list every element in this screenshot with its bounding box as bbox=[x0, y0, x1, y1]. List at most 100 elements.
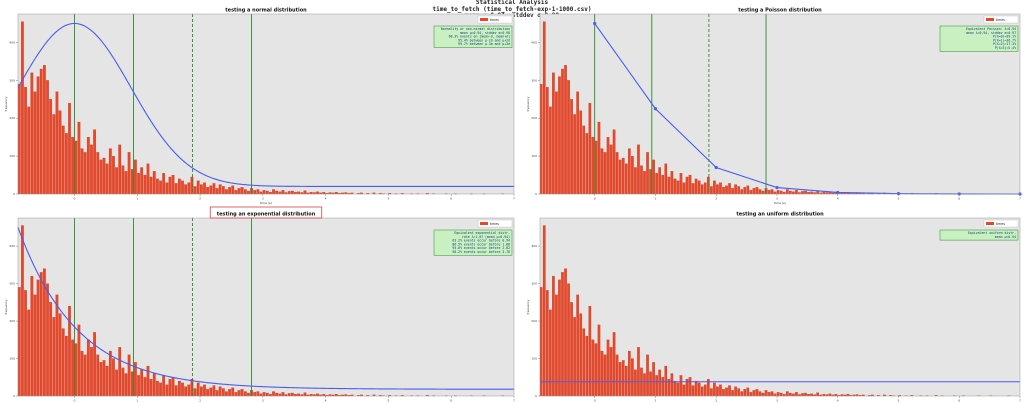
x-axis-label: time (s) bbox=[774, 201, 786, 205]
histogram-bar bbox=[624, 365, 628, 397]
histogram-bar bbox=[112, 156, 115, 195]
fit-stats-frame bbox=[939, 229, 1019, 241]
histogram-bar bbox=[700, 386, 704, 397]
histogram-bar bbox=[694, 380, 698, 397]
histogram-bar bbox=[618, 362, 622, 397]
histogram-bar bbox=[52, 317, 56, 397]
histogram-bar bbox=[181, 382, 184, 397]
histogram-bar bbox=[646, 354, 649, 397]
histogram-bar bbox=[196, 382, 200, 397]
histogram-bar bbox=[670, 373, 674, 397]
histogram-bar bbox=[542, 225, 546, 397]
y-tick-label: 300 bbox=[9, 78, 15, 82]
histogram-bar bbox=[112, 358, 115, 397]
histogram-bar bbox=[240, 187, 244, 195]
histogram-bar bbox=[259, 393, 263, 397]
histogram-bar bbox=[275, 190, 279, 195]
histogram-bar bbox=[237, 188, 241, 195]
fit-stats-frame bbox=[433, 229, 513, 256]
histogram-bar bbox=[247, 392, 250, 397]
histogram-bar bbox=[96, 354, 100, 397]
histogram-bar bbox=[115, 369, 118, 397]
histogram-bar bbox=[206, 389, 209, 397]
histogram-bar bbox=[309, 192, 313, 195]
histogram-bar bbox=[710, 186, 713, 195]
x-tick-label: 6 bbox=[958, 399, 960, 403]
y-tick-label: 200 bbox=[531, 116, 537, 120]
histogram-bar bbox=[165, 384, 169, 397]
histogram-bar bbox=[776, 190, 780, 195]
y-tick-label: 200 bbox=[9, 319, 15, 323]
histogram-bar bbox=[822, 394, 826, 397]
histogram-bar bbox=[140, 167, 144, 195]
histogram-bar bbox=[206, 187, 209, 195]
histogram-bar bbox=[552, 275, 555, 397]
histogram-bar bbox=[24, 290, 27, 397]
histogram-bar bbox=[779, 190, 783, 195]
histogram-bar bbox=[658, 369, 662, 397]
histogram-bar bbox=[322, 192, 326, 195]
x-tick-label: 1 bbox=[654, 399, 656, 403]
fit-curve bbox=[17, 22, 514, 187]
histogram-bar bbox=[785, 391, 789, 397]
histogram-bar bbox=[46, 80, 49, 195]
histogram-bar bbox=[61, 125, 65, 195]
histogram-bar bbox=[278, 191, 282, 195]
histogram-bar bbox=[573, 114, 576, 195]
histogram-bar bbox=[713, 382, 716, 397]
series-legend: times bbox=[983, 15, 1019, 24]
histogram-bar bbox=[243, 391, 247, 397]
histogram-bar bbox=[165, 182, 169, 195]
x-tick-label: 1 bbox=[136, 197, 138, 201]
histogram-bar bbox=[664, 163, 668, 195]
histogram-bar bbox=[576, 91, 580, 195]
fit-stats-frame bbox=[939, 25, 1019, 52]
series-legend-label: times bbox=[490, 222, 499, 226]
histogram-bar bbox=[64, 335, 68, 397]
histogram-bar bbox=[27, 309, 31, 397]
histogram-bar bbox=[655, 173, 658, 195]
histogram-bar bbox=[652, 159, 655, 195]
histogram-bar bbox=[68, 102, 71, 195]
fit-stats-line: mean λ=0.94, stddev σ=0.97 bbox=[966, 31, 1016, 35]
histogram-bar bbox=[697, 382, 701, 397]
histogram-bar bbox=[240, 389, 244, 397]
histogram-bar bbox=[600, 350, 604, 397]
histogram-bar bbox=[558, 279, 561, 397]
histogram-bar bbox=[212, 385, 216, 397]
histogram-bar bbox=[597, 121, 601, 195]
histogram-bar bbox=[218, 184, 222, 195]
histogram-bar bbox=[779, 392, 783, 397]
histogram-bar bbox=[615, 354, 619, 397]
histogram-bar bbox=[792, 191, 795, 195]
histogram-bar bbox=[149, 379, 153, 397]
y-tick-label: 400 bbox=[9, 244, 15, 248]
fit-point bbox=[593, 21, 597, 26]
x-tick-label: 7 bbox=[1019, 399, 1021, 403]
histogram-bar bbox=[804, 190, 807, 195]
histogram-bar bbox=[691, 183, 695, 195]
histogram-bar bbox=[71, 137, 75, 195]
histogram-bar bbox=[159, 180, 162, 195]
histogram-bar bbox=[127, 152, 131, 195]
histogram-bar bbox=[676, 180, 680, 195]
histogram-bar bbox=[171, 174, 175, 195]
fit-stats-line: 95.4% between μ-2σ and μ+2σ bbox=[458, 38, 510, 42]
series-legend-swatch bbox=[986, 222, 994, 225]
histogram-bar bbox=[199, 386, 203, 397]
histogram-bar bbox=[187, 182, 191, 195]
histogram-bar bbox=[21, 21, 24, 195]
fit-stats-box: Equivalent exponential distr.rate λ=1.07… bbox=[433, 229, 513, 256]
fit-point bbox=[775, 185, 779, 190]
x-tick-label: 5 bbox=[387, 197, 389, 201]
histogram-bar bbox=[137, 375, 140, 397]
histogram-bar bbox=[105, 365, 109, 397]
histogram-bar bbox=[86, 339, 90, 397]
histogram-bar bbox=[297, 191, 301, 195]
histogram-bar bbox=[682, 384, 686, 397]
histogram-bar bbox=[121, 367, 125, 397]
x-tick-label: 0 bbox=[74, 197, 76, 201]
histogram-bar bbox=[606, 137, 610, 195]
histogram-bar bbox=[555, 294, 558, 397]
